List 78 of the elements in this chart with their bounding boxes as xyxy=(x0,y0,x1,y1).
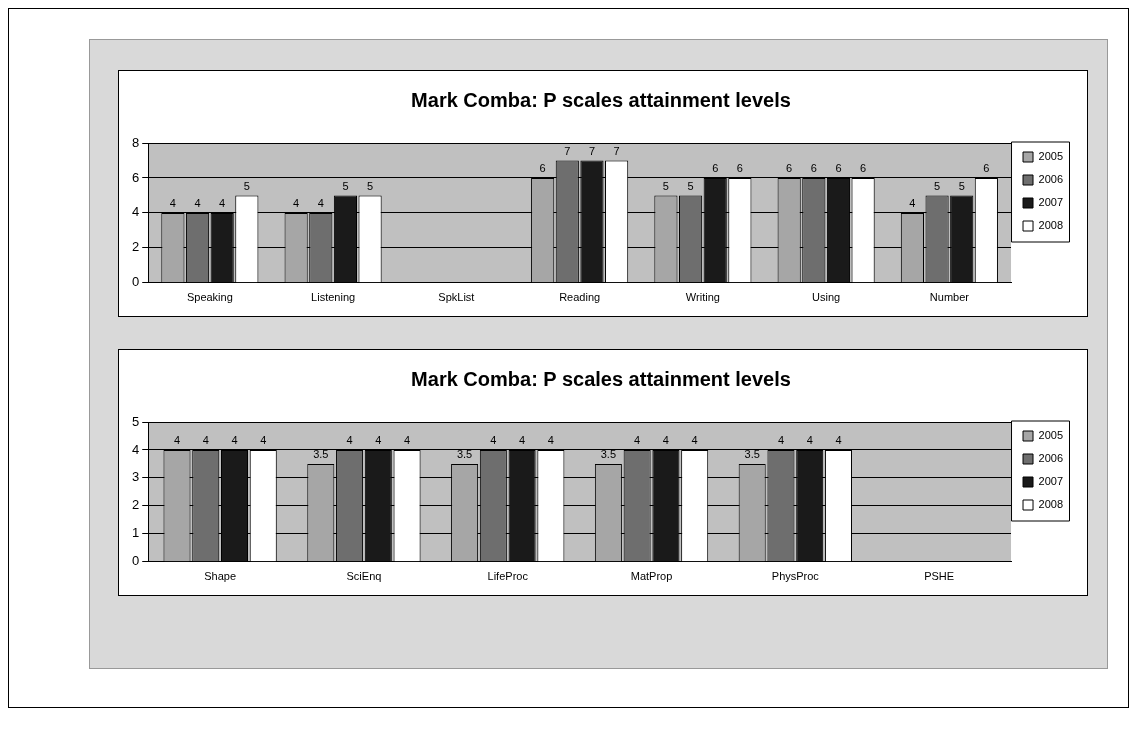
data-label: 3.5 xyxy=(313,448,329,461)
y-tick-label: 4 xyxy=(132,441,140,457)
legend-label: 2008 xyxy=(1038,219,1064,232)
data-label: 4 xyxy=(835,434,842,447)
data-label: 5 xyxy=(243,179,250,192)
data-label: 3.5 xyxy=(600,448,617,461)
data-label: 4 xyxy=(909,197,916,210)
x-tick-label: MatProp xyxy=(630,570,673,583)
data-label: 4 xyxy=(173,434,181,447)
data-label: 4 xyxy=(404,434,411,447)
y-tick-label: 5 xyxy=(132,413,140,429)
data-label: 4 xyxy=(260,434,267,447)
data-label: 7 xyxy=(588,145,596,158)
x-tick-label: SpkList xyxy=(438,291,475,304)
data-label: 6 xyxy=(539,162,546,175)
data-label: 4 xyxy=(634,434,641,447)
data-label: 6 xyxy=(712,162,719,175)
data-label: 7 xyxy=(564,145,571,158)
x-tick-label: Using xyxy=(812,291,841,304)
y-tick-label: 2 xyxy=(132,239,140,255)
legend-label: 2005 xyxy=(1038,150,1064,163)
legend-label: 2008 xyxy=(1038,498,1064,511)
data-label: 6 xyxy=(835,162,842,175)
data-label: 6 xyxy=(786,162,793,175)
x-tick-label: Speaking xyxy=(186,291,233,304)
legend-label: 2006 xyxy=(1038,173,1064,186)
data-label: 5 xyxy=(958,179,965,192)
legend-label: 2007 xyxy=(1038,196,1064,209)
data-label: 4 xyxy=(806,434,813,447)
data-label: 5 xyxy=(367,179,374,192)
x-tick-label: LifeProc xyxy=(487,570,529,583)
data-label: 5 xyxy=(342,179,349,192)
x-tick-label: Reading xyxy=(559,291,601,304)
x-tick-label: Number xyxy=(929,291,970,304)
data-label: 4 xyxy=(231,434,238,447)
x-tick-label: Listening xyxy=(311,291,356,304)
data-label: 4 xyxy=(375,434,382,447)
y-tick-label: 6 xyxy=(132,169,140,185)
data-label: 4 xyxy=(169,197,176,210)
data-label: 5 xyxy=(687,179,694,192)
y-tick-label: 1 xyxy=(132,525,140,541)
data-label: 4 xyxy=(202,434,209,447)
data-label: 4 xyxy=(547,434,554,447)
data-label: 4 xyxy=(519,434,526,447)
data-label: 4 xyxy=(346,434,353,447)
y-tick-label: 8 xyxy=(132,134,140,150)
chart-title: Mark Comba: P scales attainment levels xyxy=(411,367,791,390)
legend-label: 2006 xyxy=(1038,452,1064,465)
data-label: 4 xyxy=(490,434,497,447)
x-tick-label: Writing xyxy=(685,291,720,304)
legend-label: 2007 xyxy=(1038,475,1064,488)
data-label: 5 xyxy=(934,179,941,192)
chart-title: Mark Comba: P scales attainment levels xyxy=(411,88,791,111)
data-label: 4 xyxy=(194,197,201,210)
data-label: 6 xyxy=(860,162,867,175)
x-tick-label: SciEnq xyxy=(346,570,382,583)
data-label: 4 xyxy=(317,197,324,210)
y-tick-label: 4 xyxy=(132,204,140,220)
x-tick-label: PSHE xyxy=(924,570,955,583)
data-label: 7 xyxy=(613,145,620,158)
data-label: 4 xyxy=(219,197,226,210)
data-label: 4 xyxy=(662,434,669,447)
data-label: 5 xyxy=(662,179,669,192)
data-label: 6 xyxy=(736,162,743,175)
data-label: 3.5 xyxy=(744,448,760,461)
y-tick-label: 2 xyxy=(132,497,140,513)
y-tick-label: 0 xyxy=(132,553,140,569)
x-tick-label: PhysProc xyxy=(771,570,820,583)
data-label: 4 xyxy=(293,197,300,210)
y-tick-label: 0 xyxy=(132,274,140,290)
x-tick-label: Shape xyxy=(204,570,237,583)
y-tick-label: 3 xyxy=(132,469,140,485)
data-label: 3.5 xyxy=(456,448,473,461)
data-label: 6 xyxy=(810,162,817,175)
data-label: 6 xyxy=(983,162,990,175)
data-label: 4 xyxy=(691,434,698,447)
legend-label: 2005 xyxy=(1038,429,1064,442)
data-label: 4 xyxy=(777,434,785,447)
